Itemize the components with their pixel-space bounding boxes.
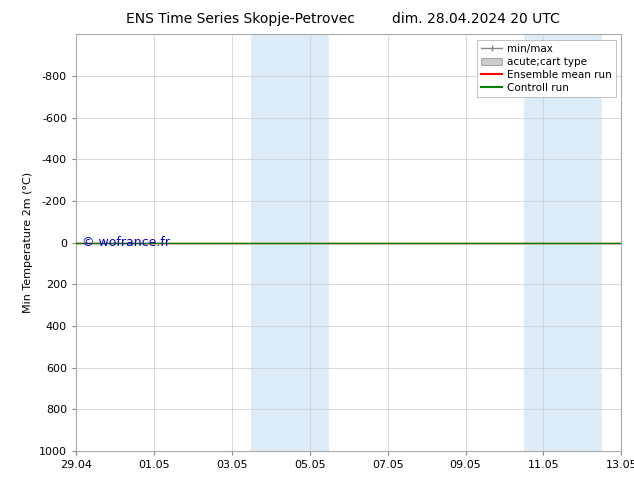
Text: dim. 28.04.2024 20 UTC: dim. 28.04.2024 20 UTC — [392, 12, 559, 26]
Text: ENS Time Series Skopje-Petrovec: ENS Time Series Skopje-Petrovec — [126, 12, 356, 26]
Legend: min/max, acute;cart type, Ensemble mean run, Controll run: min/max, acute;cart type, Ensemble mean … — [477, 40, 616, 97]
Y-axis label: Min Temperature 2m (°C): Min Temperature 2m (°C) — [23, 172, 34, 313]
Text: © wofrance.fr: © wofrance.fr — [82, 236, 169, 249]
Bar — [251, 34, 329, 451]
Bar — [524, 34, 602, 451]
